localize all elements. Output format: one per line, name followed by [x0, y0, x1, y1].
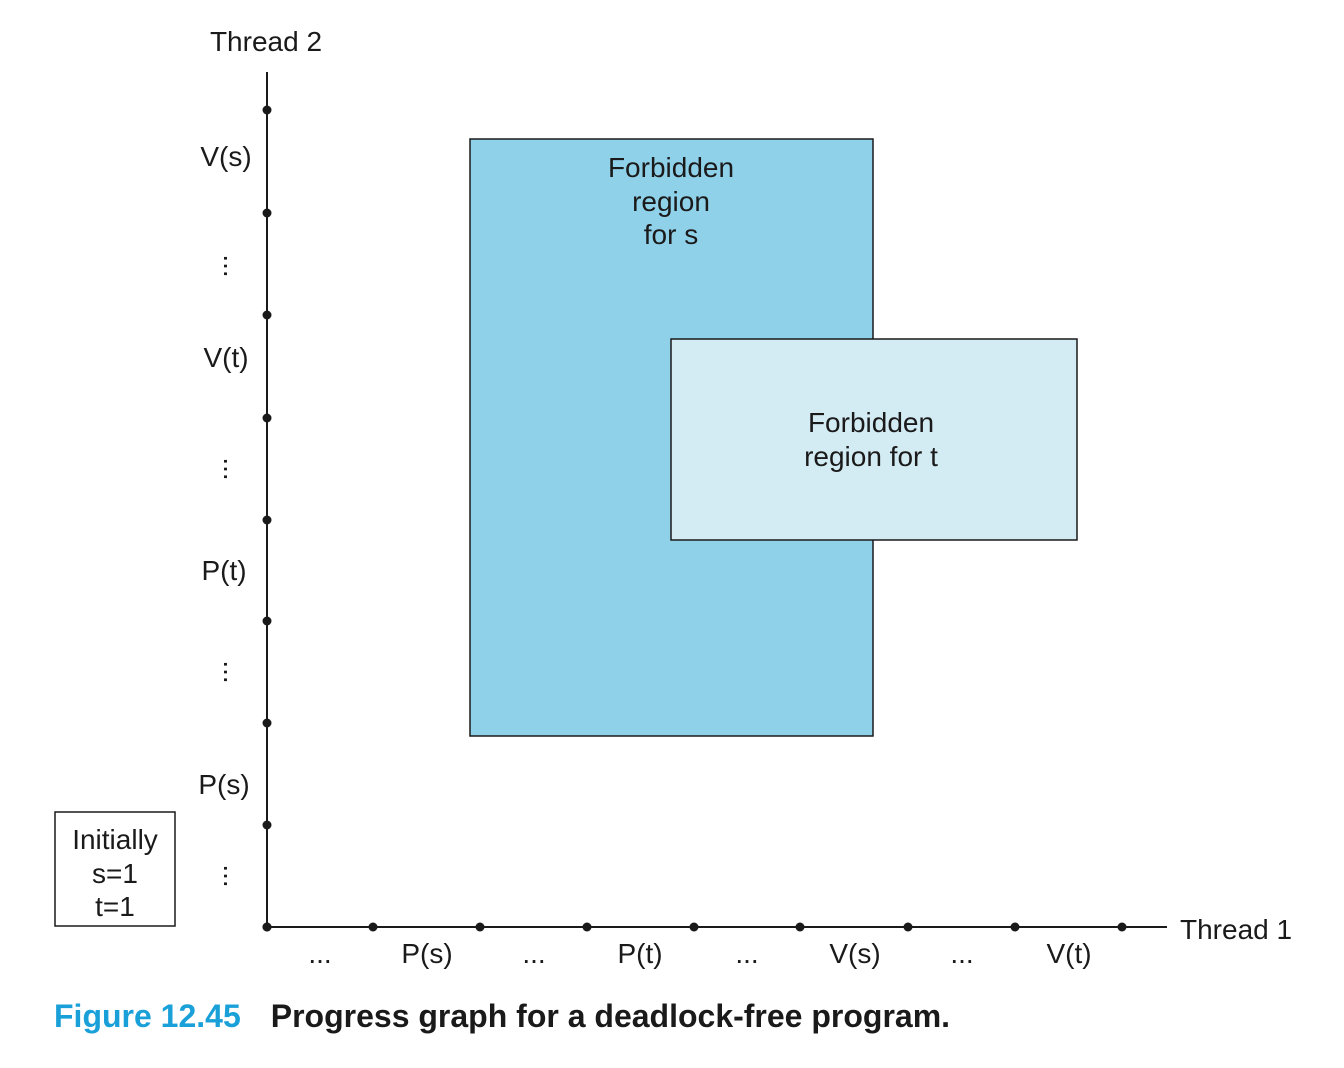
initial-state-line-2: s=1: [92, 858, 138, 889]
initial-state-box: [54, 811, 176, 927]
x-axis-label: Thread 1: [1180, 914, 1292, 945]
axis-point: [262, 820, 272, 830]
axis-point: [262, 105, 272, 115]
axis-point: [262, 718, 272, 728]
axis-point: [1117, 922, 1127, 932]
axis-point: [1010, 922, 1020, 932]
x-tick-labels: ... P(s) ... P(t) ... V(s) ... V(t): [308, 938, 1091, 969]
region-s-label-line-1: Forbidden: [608, 152, 734, 183]
y-tick-label: ...: [218, 457, 249, 480]
region-t-label-line-1: Forbidden: [808, 407, 934, 438]
x-tick-label: ...: [308, 938, 331, 969]
axis-point: [262, 208, 272, 218]
axis-point: [262, 413, 272, 423]
x-tick-label: V(t): [1046, 938, 1091, 969]
axis-point: [262, 515, 272, 525]
x-tick-label: ...: [950, 938, 973, 969]
y-tick-label: P(s): [198, 769, 249, 800]
region-s-label-line-2: region: [632, 186, 710, 217]
initial-state-line-3: t=1: [95, 891, 135, 922]
y-tick-label: ...: [218, 254, 249, 277]
x-tick-label: V(s): [829, 938, 880, 969]
axis-point: [795, 922, 805, 932]
forbidden-region-t: [670, 338, 1078, 541]
initial-state-line-1: Initially: [72, 824, 158, 855]
x-tick-label: ...: [735, 938, 758, 969]
axis-point: [689, 922, 699, 932]
figure-caption: Figure 12.45 Progress graph for a deadloc…: [54, 998, 950, 1035]
region-s-label-line-3: for s: [644, 219, 698, 250]
y-tick-label: V(t): [203, 342, 248, 373]
y-axis-points: [262, 105, 272, 932]
y-tick-label: ...: [218, 864, 249, 887]
axis-point: [582, 922, 592, 932]
x-tick-label: ...: [522, 938, 545, 969]
axis-point: [368, 922, 378, 932]
region-t-label-line-2: region for t: [804, 441, 938, 472]
figure-number: Figure 12.45: [54, 998, 241, 1034]
figure-title: Progress graph for a deadlock-free progr…: [270, 998, 951, 1034]
y-tick-label: ...: [218, 660, 249, 683]
axis-point: [475, 922, 485, 932]
y-tick-label: P(t): [201, 555, 246, 586]
x-tick-label: P(t): [617, 938, 662, 969]
x-tick-label: P(s): [401, 938, 452, 969]
y-axis-label: Thread 2: [210, 26, 322, 57]
axis-point: [262, 616, 272, 626]
y-tick-labels: ... P(s) ... P(t) ... V(t) ... V(s): [198, 141, 251, 888]
axis-point: [262, 922, 272, 932]
x-axis-points: [262, 922, 1127, 932]
y-tick-label: V(s): [200, 141, 251, 172]
axis-point: [903, 922, 913, 932]
axis-point: [262, 310, 272, 320]
